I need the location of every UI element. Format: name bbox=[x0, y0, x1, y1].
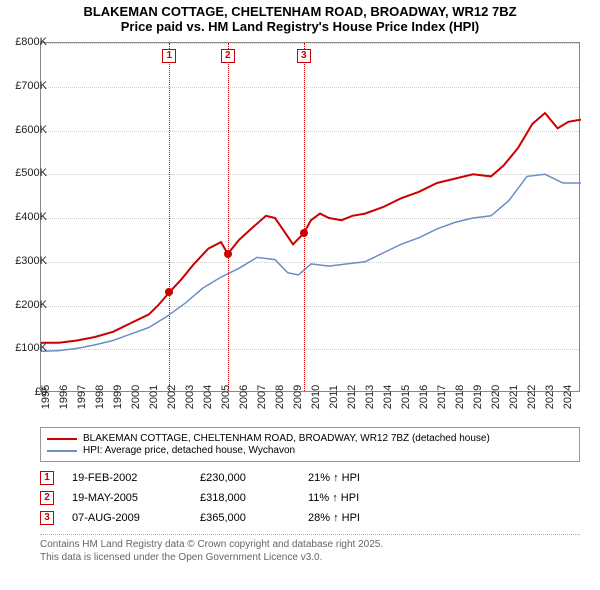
attribution-line-1: Contains HM Land Registry data © Crown c… bbox=[40, 538, 580, 551]
sales-row-pct: 21% ↑ HPI bbox=[308, 472, 360, 484]
sales-row-date: 19-MAY-2005 bbox=[72, 492, 182, 504]
x-tick-label: 2021 bbox=[508, 385, 520, 409]
chart-container: BLAKEMAN COTTAGE, CHELTENHAM ROAD, BROAD… bbox=[0, 0, 600, 590]
sales-row-price: £318,000 bbox=[200, 492, 290, 504]
sales-row: 1 19-FEB-2002 £230,000 21% ↑ HPI bbox=[40, 468, 580, 488]
x-tick-label: 2020 bbox=[490, 385, 502, 409]
sales-row-date: 19-FEB-2002 bbox=[72, 472, 182, 484]
legend-swatch bbox=[47, 438, 77, 440]
y-tick-label: £100K bbox=[15, 342, 47, 354]
sale-marker-box: 2 bbox=[221, 49, 235, 63]
sale-marker-box: 3 bbox=[297, 49, 311, 63]
x-tick-label: 2012 bbox=[346, 385, 358, 409]
y-tick-label: £500K bbox=[15, 167, 47, 179]
x-tick-label: 2024 bbox=[562, 385, 574, 409]
legend-row: HPI: Average price, detached house, Wych… bbox=[47, 445, 573, 456]
legend-text: HPI: Average price, detached house, Wych… bbox=[83, 445, 295, 456]
sales-row-marker: 1 bbox=[40, 471, 54, 485]
x-tick-label: 2011 bbox=[328, 385, 340, 409]
legend-text: BLAKEMAN COTTAGE, CHELTENHAM ROAD, BROAD… bbox=[83, 433, 490, 444]
sales-row: 3 07-AUG-2009 £365,000 28% ↑ HPI bbox=[40, 508, 580, 528]
x-tick-label: 2015 bbox=[400, 385, 412, 409]
x-tick-label: 2005 bbox=[220, 385, 232, 409]
x-tick-label: 2007 bbox=[256, 385, 268, 409]
x-tick-label: 2002 bbox=[166, 385, 178, 409]
x-tick-label: 2018 bbox=[454, 385, 466, 409]
x-tick-label: 2022 bbox=[526, 385, 538, 409]
attribution: Contains HM Land Registry data © Crown c… bbox=[40, 534, 580, 564]
sales-row-price: £230,000 bbox=[200, 472, 290, 484]
series-hpi bbox=[41, 174, 581, 351]
x-tick-label: 1996 bbox=[58, 385, 70, 409]
x-tick-label: 2013 bbox=[364, 385, 376, 409]
sales-row-marker: 3 bbox=[40, 511, 54, 525]
series-price_paid bbox=[41, 113, 581, 343]
x-tick-label: 2016 bbox=[418, 385, 430, 409]
sale-dot bbox=[165, 288, 173, 296]
sales-row-date: 07-AUG-2009 bbox=[72, 512, 182, 524]
plot-region: 1 2 3 bbox=[40, 42, 580, 392]
x-tick-label: 2014 bbox=[382, 385, 394, 409]
x-tick-label: 2000 bbox=[130, 385, 142, 409]
y-tick-label: £400K bbox=[15, 211, 47, 223]
x-tick-label: 2023 bbox=[544, 385, 556, 409]
x-tick-label: 2001 bbox=[148, 385, 160, 409]
x-tick-label: 1997 bbox=[76, 385, 88, 409]
title-line-1: BLAKEMAN COTTAGE, CHELTENHAM ROAD, BROAD… bbox=[0, 4, 600, 19]
x-tick-label: 1998 bbox=[94, 385, 106, 409]
y-tick-label: £200K bbox=[15, 299, 47, 311]
sales-row-pct: 11% ↑ HPI bbox=[308, 492, 359, 504]
legend-swatch bbox=[47, 450, 77, 452]
title-line-2: Price paid vs. HM Land Registry's House … bbox=[0, 19, 600, 34]
y-tick-label: £700K bbox=[15, 80, 47, 92]
sale-marker-box: 1 bbox=[162, 49, 176, 63]
line-series bbox=[41, 43, 581, 393]
sale-dot bbox=[300, 229, 308, 237]
y-tick-label: £600K bbox=[15, 124, 47, 136]
y-tick-label: £800K bbox=[15, 36, 47, 48]
x-tick-label: 2019 bbox=[472, 385, 484, 409]
sale-dot bbox=[224, 250, 232, 258]
legend: BLAKEMAN COTTAGE, CHELTENHAM ROAD, BROAD… bbox=[40, 427, 580, 462]
x-tick-label: 1999 bbox=[112, 385, 124, 409]
x-tick-label: 2008 bbox=[274, 385, 286, 409]
legend-row: BLAKEMAN COTTAGE, CHELTENHAM ROAD, BROAD… bbox=[47, 433, 573, 444]
x-tick-label: 2010 bbox=[310, 385, 322, 409]
title-block: BLAKEMAN COTTAGE, CHELTENHAM ROAD, BROAD… bbox=[0, 0, 600, 34]
x-tick-label: 2009 bbox=[292, 385, 304, 409]
x-tick-label: 2017 bbox=[436, 385, 448, 409]
sales-table: 1 19-FEB-2002 £230,000 21% ↑ HPI 2 19-MAY-200… bbox=[40, 468, 580, 528]
x-tick-label: 2003 bbox=[184, 385, 196, 409]
y-tick-label: £300K bbox=[15, 255, 47, 267]
x-tick-label: 2006 bbox=[238, 385, 250, 409]
sales-row-price: £365,000 bbox=[200, 512, 290, 524]
sales-row-marker: 2 bbox=[40, 491, 54, 505]
x-tick-label: 1995 bbox=[40, 385, 52, 409]
x-tick-label: 2004 bbox=[202, 385, 214, 409]
attribution-line-2: This data is licensed under the Open Gov… bbox=[40, 551, 580, 564]
sales-row-pct: 28% ↑ HPI bbox=[308, 512, 360, 524]
sales-row: 2 19-MAY-2005 £318,000 11% ↑ HPI bbox=[40, 488, 580, 508]
chart-area: 123 £0£100K£200K£300K£400K£500K£600K£700… bbox=[40, 42, 590, 422]
